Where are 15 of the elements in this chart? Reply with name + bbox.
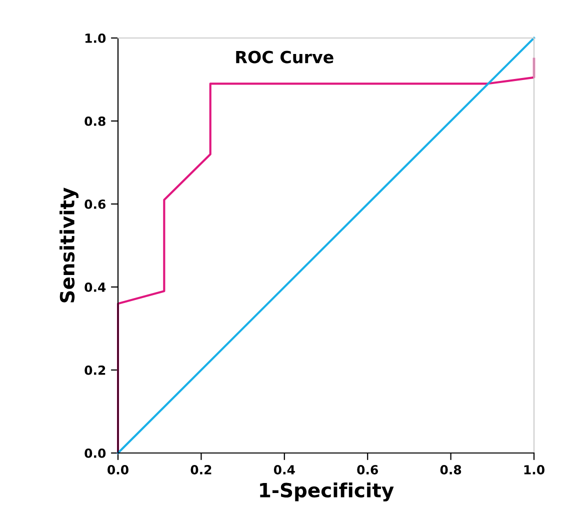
y-tick-label: 0.8 [84, 116, 106, 126]
text: ROC Curve [236, 50, 334, 64]
y-tick-label: 1.0 [85, 33, 106, 43]
x-tick-label: 0.0 [108, 465, 128, 474]
y-tick-label: 0.4 [84, 282, 106, 292]
x-tick-label: 1.0 [524, 465, 544, 474]
x-tick-label: 0.8 [440, 465, 462, 474]
x-axis-title: 1-Specificity [260, 482, 394, 502]
x-tick-label: 0.6 [357, 465, 378, 474]
y-tick-label: 0.6 [84, 199, 106, 209]
x-tick-label: 0.4 [274, 465, 295, 474]
y-tick-label: 0.0 [84, 448, 106, 458]
y-tick-label: 0.2 [84, 365, 106, 375]
x-tick-label: 0.2 [190, 465, 212, 474]
y-axis-title: Sensitivity [60, 188, 78, 302]
